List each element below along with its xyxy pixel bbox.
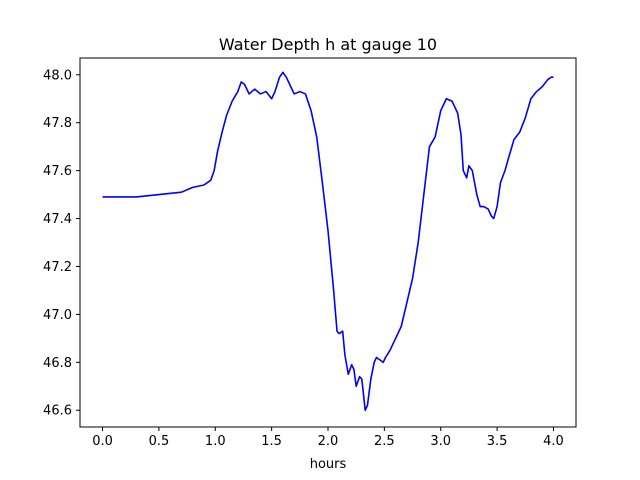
x-tick-label: 3.0 [430,434,451,449]
y-tick-label: 47.2 [43,260,72,275]
series-line-0 [102,71,554,412]
x-tick-label: 0.5 [149,434,170,449]
chart-title: Water Depth h at gauge 10 [219,35,437,54]
x-tick-label: 1.5 [261,434,282,449]
x-tick-label: 0.0 [92,434,113,449]
y-tick-label: 48.0 [43,68,72,83]
y-axis: 46.6 46.8 47.0 47.2 47.4 47.6 47.8 48.0 [43,68,80,419]
x-tick-label: 4.0 [543,434,564,449]
x-tick-label: 2.0 [318,434,339,449]
x-tick-label: 3.5 [487,434,508,449]
x-axis: 0.0 0.5 1.0 1.5 2.0 2.5 3.0 3.5 4.0 [92,427,564,449]
y-tick-label: 47.0 [43,308,72,323]
y-tick-label: 47.6 [43,164,72,179]
y-tick-label: 47.8 [43,116,72,131]
y-tick-label: 46.6 [43,404,72,419]
x-tick-label: 2.5 [374,434,395,449]
x-axis-label: hours [310,457,347,472]
y-tick-label: 46.8 [43,356,72,371]
y-tick-label: 47.4 [43,212,72,227]
x-tick-label: 1.0 [205,434,226,449]
